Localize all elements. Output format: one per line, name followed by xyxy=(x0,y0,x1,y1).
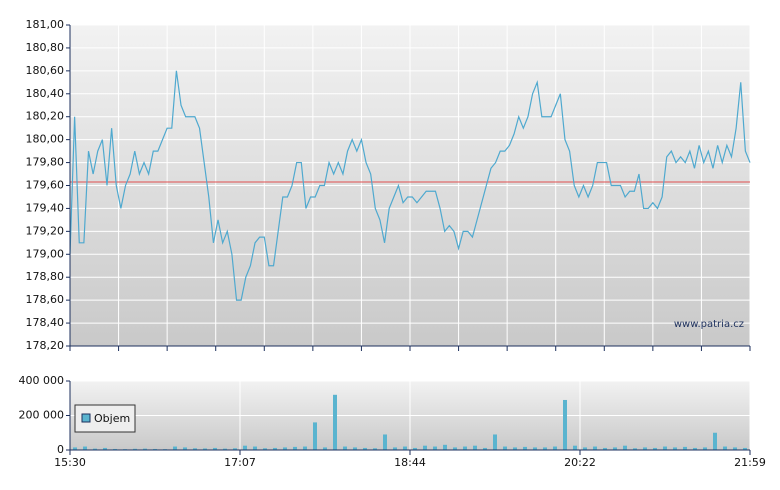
volume-bar xyxy=(133,448,137,450)
volume-bar xyxy=(383,434,387,450)
volume-bar xyxy=(113,448,117,450)
y-tick-label: 180,80 xyxy=(26,41,65,54)
volume-bar xyxy=(143,448,147,450)
volume-bar xyxy=(653,447,657,450)
y-tick-label: 400 000 xyxy=(19,374,65,387)
volume-bar xyxy=(603,447,607,450)
volume-bar xyxy=(373,448,377,450)
volume-bar xyxy=(673,447,677,450)
watermark: www.patria.cz xyxy=(674,319,744,330)
volume-bar xyxy=(453,447,457,450)
volume-bar xyxy=(423,445,427,450)
volume-bar xyxy=(233,448,237,450)
volume-bar xyxy=(223,448,227,450)
volume-bar xyxy=(193,448,197,450)
volume-bar xyxy=(513,447,517,450)
volume-bar xyxy=(623,445,627,450)
y-tick-label: 178,60 xyxy=(26,293,65,306)
x-tick-label: 17:07 xyxy=(224,456,256,469)
volume-bar xyxy=(743,447,747,450)
legend-swatch xyxy=(81,413,91,423)
y-tick-label: 200 000 xyxy=(19,409,65,422)
y-tick-label: 178,80 xyxy=(26,270,65,283)
volume-bar xyxy=(613,447,617,450)
price-line xyxy=(69,70,751,301)
y-tick-label: 180,60 xyxy=(26,64,65,77)
volume-bar xyxy=(103,447,107,450)
x-tick-label: 20:22 xyxy=(564,456,596,469)
volume-bar xyxy=(323,447,327,450)
volume-bar xyxy=(213,447,217,450)
volume-bar xyxy=(83,446,87,450)
volume-bar xyxy=(543,447,547,450)
x-tick-label: 21:59 xyxy=(734,456,766,469)
y-tick-label: 181,00 xyxy=(26,18,65,31)
volume-bar xyxy=(253,446,257,450)
volume-bar xyxy=(443,444,447,450)
volume-bar xyxy=(183,447,187,450)
volume-bar xyxy=(73,447,77,450)
volume-bar xyxy=(403,446,407,450)
volume-bar xyxy=(343,446,347,450)
volume-bar xyxy=(263,448,267,450)
volume-bar xyxy=(153,448,157,450)
y-tick-label: 178,20 xyxy=(26,339,65,352)
y-tick-label: 180,40 xyxy=(26,87,65,100)
volume-bar xyxy=(583,447,587,450)
volume-bar xyxy=(363,447,367,450)
volume-bar xyxy=(333,394,337,450)
volume-bar xyxy=(693,447,697,450)
volume-bar xyxy=(723,446,727,450)
y-tick-label: 0 xyxy=(57,443,64,456)
y-tick-label: 180,00 xyxy=(26,133,65,146)
volume-bar xyxy=(703,447,707,450)
volume-bar xyxy=(433,446,437,450)
y-tick-label: 179,00 xyxy=(26,247,65,260)
y-tick-label: 179,80 xyxy=(26,156,65,169)
volume-bar xyxy=(293,446,297,450)
volume-bar xyxy=(643,447,647,450)
volume-bar xyxy=(463,446,467,450)
volume-bar xyxy=(503,446,507,450)
y-tick-label: 180,20 xyxy=(26,110,65,123)
volume-bar xyxy=(393,447,397,450)
volume-bar xyxy=(173,446,177,450)
volume-bar xyxy=(313,422,317,450)
y-tick-label: 179,60 xyxy=(26,179,65,192)
volume-bar xyxy=(273,447,277,450)
x-tick-label: 15:30 xyxy=(54,456,86,469)
volume-bar xyxy=(573,445,577,450)
volume-bar xyxy=(483,447,487,450)
volume-bar xyxy=(473,445,477,450)
volume-bar xyxy=(683,446,687,450)
volume-bar xyxy=(303,446,307,450)
volume-bar xyxy=(413,447,417,450)
volume-bar xyxy=(633,448,637,450)
volume-bar xyxy=(733,447,737,450)
volume-bar xyxy=(353,447,357,450)
volume-bar xyxy=(713,432,717,450)
volume-bar xyxy=(663,446,667,450)
volume-bar xyxy=(523,446,527,450)
volume-bar xyxy=(93,448,97,450)
y-tick-label: 179,20 xyxy=(26,224,65,237)
y-tick-label: 179,40 xyxy=(26,201,65,214)
volume-bar xyxy=(593,446,597,450)
volume-bar xyxy=(563,399,567,450)
volume-bar xyxy=(203,448,207,450)
x-tick-label: 18:44 xyxy=(394,456,426,469)
volume-bar xyxy=(243,445,247,450)
volume-bar xyxy=(493,434,497,450)
volume-bar xyxy=(283,447,287,450)
volume-bar xyxy=(553,446,557,450)
legend-label: Objem xyxy=(94,412,130,425)
y-tick-label: 178,40 xyxy=(26,316,65,329)
volume-bar xyxy=(533,447,537,450)
